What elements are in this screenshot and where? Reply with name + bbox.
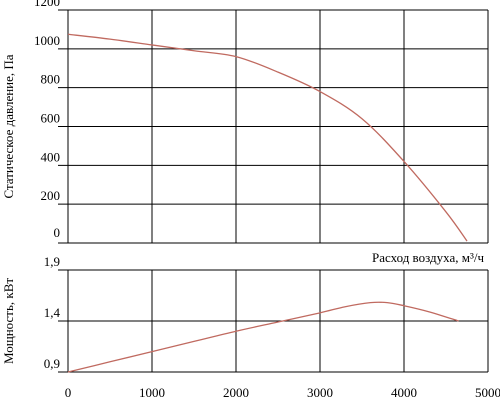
pressure-y-tick-label: 600 [41,111,61,126]
x-tick-label: 0 [65,385,72,400]
power-chart: 0,9 1,4 1,9 Мощность, кВт [1,254,489,373]
airflow-x-axis-label: Расход воздуха, м³/ч [372,250,484,265]
airflow-x-tick-labels: 0 1000 2000 3000 4000 5000 [65,385,500,400]
power-y-axis-label: Мощность, кВт [1,278,16,364]
pressure-grid [58,9,489,244]
pressure-y-tick-label: 200 [41,188,61,203]
pressure-y-tick-label: 1000 [34,33,60,48]
x-tick-label: 2000 [223,385,249,400]
power-y-tick-label: 1,9 [44,254,60,269]
pressure-curve [67,33,468,242]
pressure-y-tick-labels: 0 200 400 600 800 1000 1200 [34,0,60,240]
power-grid [58,269,489,373]
x-tick-label: 3000 [307,385,333,400]
pressure-y-tick-label: 0 [54,225,61,240]
pressure-y-tick-label: 400 [41,149,61,164]
pressure-y-tick-label: 1200 [34,0,60,9]
power-y-tick-labels: 0,9 1,4 1,9 [44,254,61,371]
x-tick-label: 4000 [391,385,417,400]
power-curve [67,301,459,373]
pressure-y-axis-label: Статическое давление, Па [1,54,16,198]
pressure-y-tick-label: 800 [41,72,61,87]
power-y-tick-label: 1,4 [44,305,61,320]
x-tick-label: 5000 [475,385,500,400]
power-y-tick-label: 0,9 [44,356,60,371]
pressure-chart: 0 200 400 600 800 1000 1200 Статическое давлен… [1,0,489,244]
x-tick-label: 1000 [139,385,165,400]
